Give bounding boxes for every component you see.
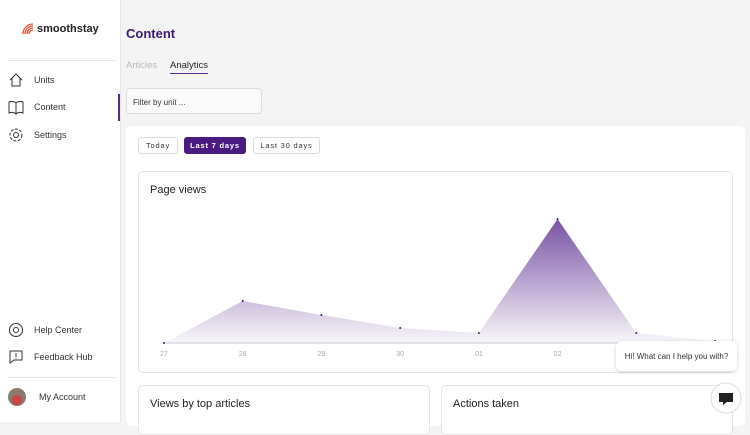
range-button[interactable]: Last 30 days	[253, 137, 320, 154]
account[interactable]: My Account	[8, 388, 86, 406]
account-label: My Account	[39, 392, 86, 402]
nav-item[interactable]: Settings	[8, 127, 67, 143]
x-tick-label: 02	[554, 351, 562, 358]
icon	[9, 73, 23, 87]
filter-select[interactable]: Filter by unit ...	[126, 88, 262, 114]
nav-item[interactable]: Units	[8, 72, 55, 88]
brand: smoothstay	[22, 23, 99, 35]
divider	[8, 377, 115, 378]
nav-item[interactable]: Feedback Hub	[8, 349, 93, 365]
range-button-active[interactable]: Last 7 days	[184, 137, 246, 154]
area	[164, 219, 715, 343]
filter-placeholder: Filter by unit ...	[133, 98, 186, 107]
nav-label: Units	[34, 75, 55, 85]
card: Actions taken	[441, 385, 733, 435]
chat-bubble: Hi! What can I help you with?	[616, 341, 737, 371]
point	[241, 300, 244, 302]
active-indicator	[118, 94, 120, 121]
point	[399, 327, 402, 329]
divider	[8, 60, 115, 61]
point	[635, 332, 638, 334]
nav-label: Settings	[34, 130, 67, 140]
point	[163, 342, 165, 344]
point	[320, 314, 323, 316]
x-tick-label: 27	[160, 351, 168, 358]
chart-title: Page views	[150, 184, 207, 196]
brand-name: smoothstay	[37, 23, 99, 35]
brand-logo	[22, 23, 34, 35]
point	[556, 218, 559, 220]
x-tick-label: 01	[475, 351, 483, 358]
nav-label: Feedback Hub	[34, 352, 93, 362]
tab-active[interactable]: Analytics	[170, 60, 209, 74]
chat-greeting: Hi! What can I help you with?	[624, 351, 729, 361]
range-button[interactable]: Today	[138, 137, 178, 154]
card-title: Views by top articles	[150, 398, 251, 410]
x-tick-label: 30	[396, 351, 404, 358]
icon	[9, 128, 23, 142]
icon	[9, 323, 23, 337]
x-tick-label: 29	[318, 351, 326, 358]
card-title: Actions taken	[453, 398, 520, 410]
nav-item[interactable]: Content	[8, 99, 66, 115]
chart-card: Page views 27 28 29 30 01 02	[138, 171, 733, 373]
chat-button[interactable]	[710, 382, 742, 414]
point	[477, 332, 480, 334]
tab[interactable]: Articles	[126, 60, 158, 71]
nav-item[interactable]: Help Center	[8, 322, 82, 338]
card: Views by top articles	[138, 385, 430, 435]
nav-label: Help Center	[34, 325, 83, 335]
icon	[9, 350, 23, 364]
sidebar: smoothstay Units Content Settings Help C…	[0, 0, 121, 422]
x-tick-label: 28	[239, 351, 247, 358]
page-title: Content	[126, 26, 176, 41]
avatar	[8, 388, 26, 406]
nav-label: Content	[34, 102, 66, 112]
icon	[8, 100, 24, 115]
